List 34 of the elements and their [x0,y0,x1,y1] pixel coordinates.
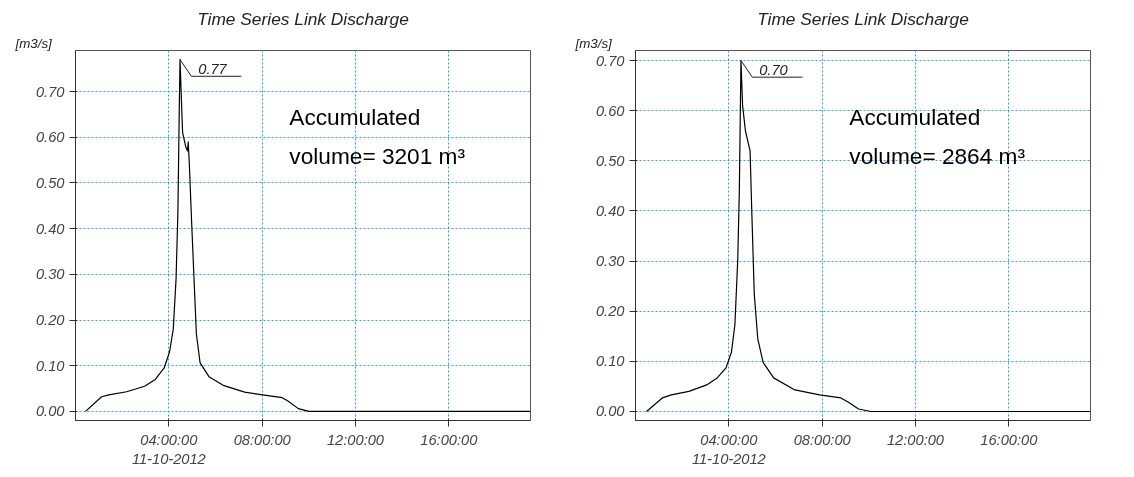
y-tick-label: 0.60 [595,102,626,119]
y-tick-label: 0.10 [595,353,626,370]
y-tick-label: 0.60 [35,129,66,146]
y-tick-label: 0.50 [595,152,626,169]
y-axis-title: [m3/s] [14,35,53,51]
annotation: Accumulated volume= 2864 m³ [849,103,1026,169]
annotation: Accumulated volume= 3201 m³ [289,103,466,169]
x-tick-label: 12:00:00 [326,431,385,448]
y-tick-label: 0.40 [35,220,66,237]
y-tick-label: 0.00 [595,403,626,420]
y-tick-label: 0.30 [595,253,626,270]
x-tick-label: 08:00:00 [793,431,852,448]
x-tick-label: 04:00:00 11-10-2012 [691,431,766,467]
y-tick-label: 0.30 [35,266,66,283]
chart-title: Time Series Link Discharge [197,8,409,29]
y-tick-label: 0.20 [595,303,626,320]
chart-title: Time Series Link Discharge [757,8,969,29]
y-tick-label: 0.40 [595,202,626,219]
y-tick-label: 0.70 [595,52,626,69]
y-axis-title: [m3/s] [574,35,613,51]
x-tick-label: 12:00:00 [886,431,945,448]
y-tick-label: 0.10 [35,357,66,374]
x-tick-label: 08:00:00 [233,431,292,448]
y-tick-label: 0.70 [35,83,66,100]
annotation: 0.77 [198,61,228,78]
line-series [84,59,531,412]
y-tick-label: 0.00 [35,403,66,420]
y-tick-label: 0.20 [35,312,66,329]
x-tick-label: 16:00:00 [980,431,1039,448]
y-tick-label: 0.50 [35,174,66,191]
annotation: 0.70 [759,62,789,79]
x-tick-label: 04:00:00 11-10-2012 [131,431,206,467]
x-tick-label: 16:00:00 [420,431,479,448]
line-series [645,59,1091,413]
